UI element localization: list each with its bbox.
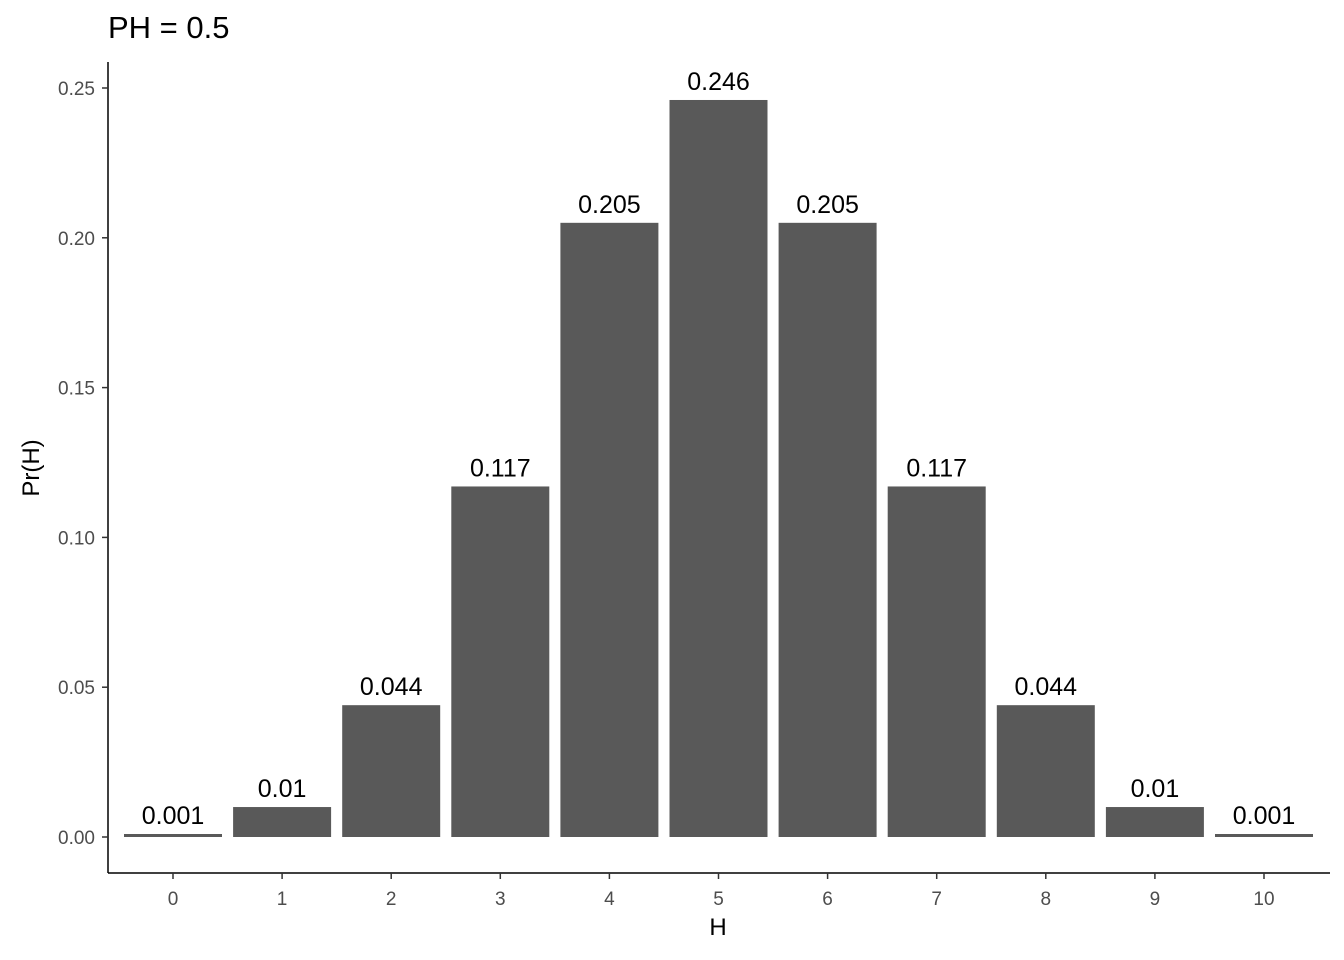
bar [1105, 807, 1204, 837]
data-label: 0.01 [1131, 775, 1180, 803]
x-axis-label: H [709, 914, 727, 941]
x-tick-label: 2 [386, 889, 397, 910]
x-tick-label: 3 [495, 889, 506, 910]
data-label: 0.001 [142, 802, 205, 830]
bar [560, 222, 659, 837]
bar [342, 705, 441, 837]
bar [996, 705, 1095, 837]
y-tick-label: 0.25 [58, 79, 95, 100]
x-tick-label: 10 [1253, 889, 1274, 910]
x-tick-label: 7 [931, 889, 942, 910]
x-tick-label: 1 [277, 889, 288, 910]
y-tick-label: 0.05 [58, 678, 95, 699]
data-label: 0.044 [1015, 673, 1078, 701]
x-tick-label: 8 [1041, 889, 1052, 910]
x-tick-label: 5 [713, 889, 724, 910]
bar [124, 834, 222, 837]
y-tick-label: 0.15 [58, 379, 95, 400]
y-tick-label: 0.00 [58, 828, 95, 849]
data-label: 0.205 [796, 191, 859, 219]
bar [1215, 834, 1313, 837]
data-label: 0.117 [906, 454, 967, 482]
chart-title: PH = 0.5 [108, 10, 230, 45]
data-label: 0.001 [1233, 802, 1296, 830]
x-tick-label: 4 [604, 889, 615, 910]
bar [669, 99, 768, 837]
x-tick-label: 6 [822, 889, 833, 910]
bar [778, 222, 877, 837]
y-tick-label: 0.20 [58, 229, 95, 250]
data-label: 0.044 [360, 673, 423, 701]
bar [451, 486, 550, 837]
data-label: 0.246 [687, 68, 750, 96]
bar [233, 807, 332, 837]
data-label: 0.01 [258, 775, 307, 803]
x-tick-label: 9 [1150, 889, 1161, 910]
y-tick-label: 0.10 [58, 528, 95, 549]
x-tick-label: 0 [168, 889, 179, 910]
bar [887, 486, 986, 837]
data-label: 0.117 [470, 454, 531, 482]
data-label: 0.205 [578, 191, 641, 219]
